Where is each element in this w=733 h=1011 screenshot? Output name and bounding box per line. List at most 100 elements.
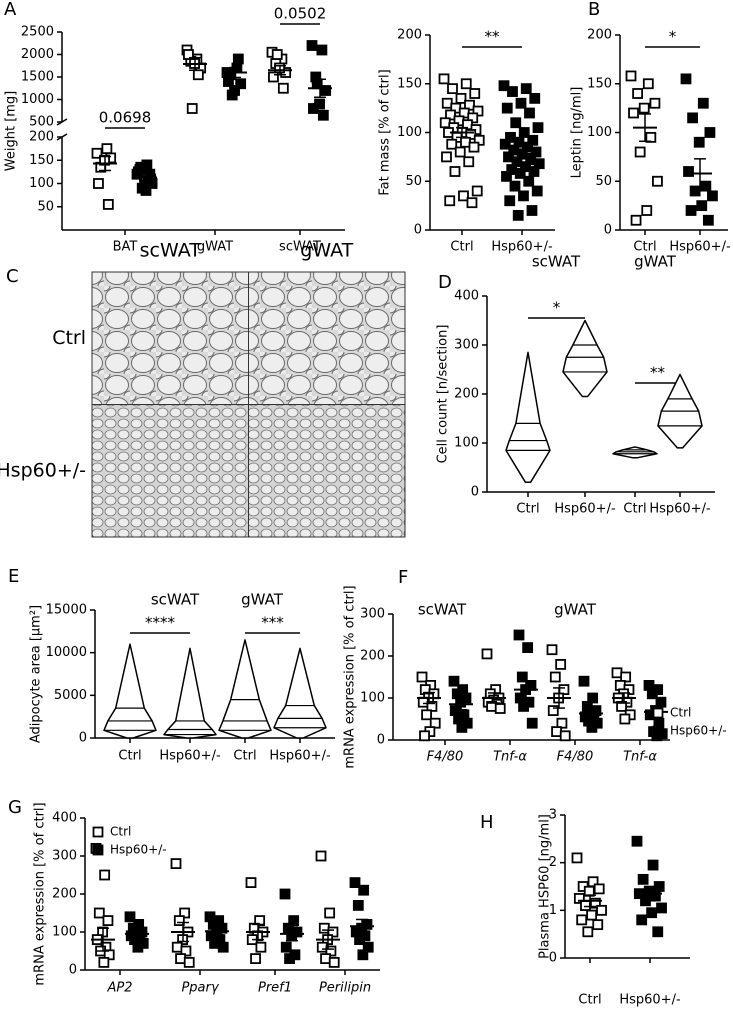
data-point [652, 926, 664, 938]
data-point [510, 117, 522, 129]
x-tick-label: Perilipin [319, 981, 371, 996]
legend-label: Hsp60+/- [670, 724, 727, 738]
data-point [280, 941, 292, 953]
y-tick-label: 100 [360, 691, 385, 706]
data-point [580, 900, 591, 911]
data-point [466, 197, 478, 209]
data-point [170, 858, 182, 869]
data-point [586, 909, 598, 921]
data-point [132, 941, 144, 953]
data-point [547, 705, 559, 716]
row-label: Hsp60+/- [0, 459, 86, 481]
y-tick-label: 0 [69, 963, 77, 978]
significance-label: 0.0502 [274, 5, 327, 23]
significance-label: * [669, 28, 677, 46]
x-tick-label: Hsp60+/- [491, 240, 553, 255]
data-point [441, 151, 452, 163]
data-point [357, 949, 369, 961]
group-label: scWAT [151, 591, 200, 609]
data-point [638, 102, 650, 114]
violin [218, 639, 272, 739]
y-tick-label: 200 [29, 130, 54, 145]
y-tick-label: 50 [37, 199, 54, 214]
data-point [255, 941, 267, 953]
y-tick-label: 100 [587, 125, 612, 140]
data-point [232, 53, 244, 65]
data-point [696, 200, 708, 212]
y-tick-label: 5000 [54, 688, 87, 703]
group-label: scWAT [418, 601, 467, 619]
data-point [619, 713, 631, 725]
x-tick-label: Ctrl [233, 749, 256, 764]
data-point [578, 675, 590, 687]
data-point [526, 205, 538, 216]
data-point [652, 175, 663, 187]
data-point [592, 919, 604, 931]
panel-letter: D [438, 272, 452, 293]
y-tick-label: 0 [414, 223, 422, 238]
legend-label: Ctrl [670, 706, 691, 720]
data-point [685, 205, 697, 216]
y-tick-label: 400 [52, 811, 77, 826]
data-point [586, 722, 598, 733]
data-point [529, 92, 541, 104]
data-point [192, 69, 204, 81]
x-tick-label: Hsp60+/- [649, 502, 711, 517]
data-point [504, 195, 516, 207]
data-point [653, 881, 665, 892]
data-point [509, 180, 521, 192]
data-point [324, 907, 336, 919]
y-tick-label: 200 [397, 28, 422, 43]
panel-letter: F [398, 567, 408, 588]
data-point [646, 907, 658, 919]
y-tick-label: 1000 [21, 92, 54, 107]
violin [163, 647, 217, 739]
data-point [649, 97, 661, 109]
x-tick-label: Hsp60+/- [159, 749, 221, 764]
data-point [634, 146, 646, 158]
group-label: gWAT [554, 601, 597, 619]
data-point [531, 185, 543, 197]
data-point [642, 78, 654, 90]
data-point [641, 205, 653, 216]
data-point [217, 941, 229, 953]
data-point [546, 644, 558, 656]
data-point [494, 703, 506, 714]
significance-label: *** [261, 614, 284, 632]
data-point [498, 80, 510, 92]
data-point [593, 883, 605, 895]
y-axis-label: Leptin [ng/ml] [570, 87, 585, 179]
data-point [447, 83, 458, 95]
y-tick-label: 0 [604, 223, 612, 238]
data-point [680, 73, 692, 85]
data-point [456, 722, 468, 733]
data-point [590, 897, 601, 909]
y-tick-label: 100 [29, 176, 54, 191]
data-point [507, 86, 518, 97]
x-tick-label: Ctrl [633, 240, 656, 255]
data-point [454, 146, 466, 158]
data-point [446, 138, 458, 150]
y-tick-label: 2500 [21, 25, 54, 40]
data-point [444, 195, 456, 207]
x-tick-label: Hsp60+/- [269, 749, 331, 764]
x-tick-label: F4/80 [557, 750, 594, 765]
y-tick-label: 150 [587, 76, 612, 91]
legend-marker [92, 844, 104, 856]
data-point [646, 688, 658, 700]
group-label: scWAT [532, 253, 581, 271]
data-point [354, 934, 365, 945]
data-point [516, 671, 528, 683]
data-point [352, 900, 364, 911]
data-point [515, 97, 527, 109]
data-point [102, 199, 114, 210]
data-point [183, 49, 194, 60]
x-tick-label: Tnf-α [493, 750, 527, 765]
data-point [611, 667, 623, 679]
data-point [183, 957, 195, 968]
data-point [268, 71, 279, 83]
group-label: gWAT [634, 253, 677, 271]
y-axis-label: Cell count [n/section] [436, 325, 451, 464]
y-tick-label: 200 [587, 28, 612, 43]
significance-label: ** [650, 364, 666, 382]
